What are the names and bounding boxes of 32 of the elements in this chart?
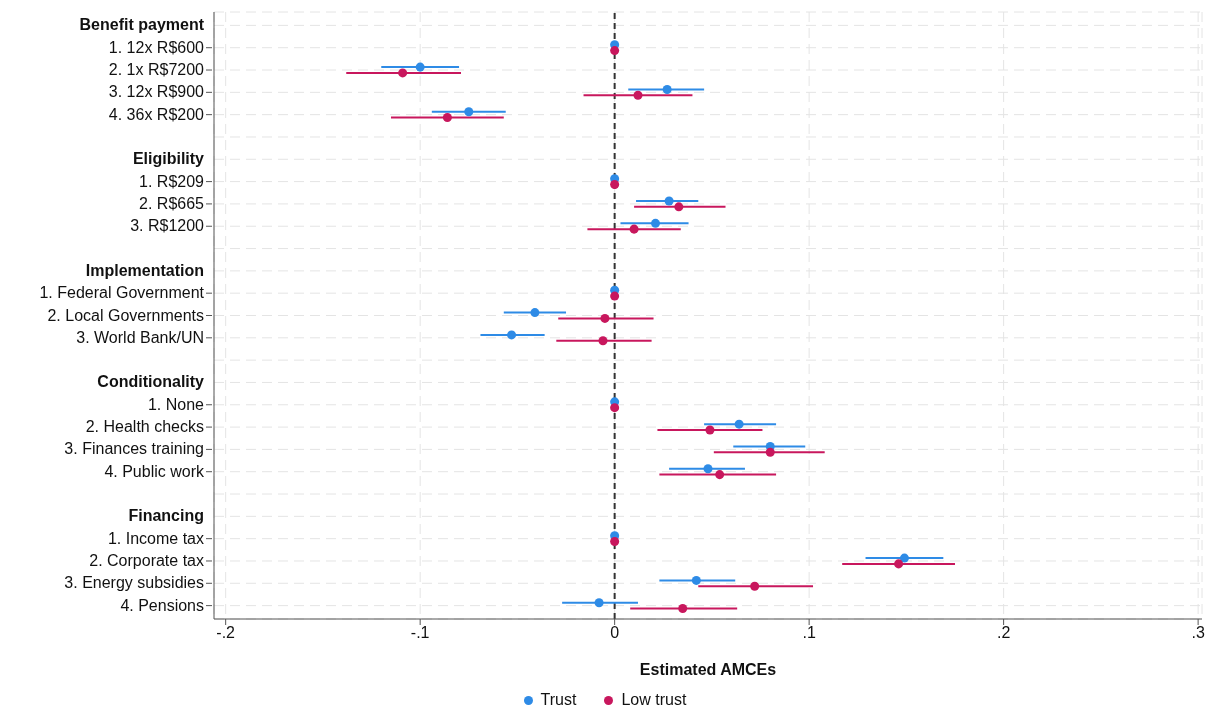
y-tick-label: Eligibility [132, 150, 205, 168]
x-tick-label: .1 [802, 624, 816, 642]
x-tick-label: .3 [1191, 624, 1205, 642]
y-tick-label: 1. R$209 [139, 172, 205, 190]
y-tick-label: Financing [128, 507, 204, 525]
y-tick-label: 2. Corporate tax [89, 551, 204, 569]
y-tick-label: 3. 12x R$900 [108, 83, 205, 101]
y-tick-label: 2. R$665 [139, 194, 205, 212]
x-tick-label: 0 [610, 624, 620, 642]
y-tick-label: 3. World Bank/UN [76, 328, 204, 346]
y-tick-label: 1. 12x R$600 [108, 38, 205, 56]
x-tick-label: -.2 [216, 624, 236, 642]
x-tick-label: .2 [996, 624, 1011, 642]
y-tick-label: 4. 36x R$200 [108, 105, 205, 123]
legend-label: Trust [540, 691, 577, 709]
y-tick-label: 1. Income tax [107, 529, 204, 547]
y-tick-label: 3. Finances training [64, 440, 204, 458]
y-tick-label: 1. Federal Government [39, 284, 205, 302]
y-tick-label: 2. 1x R$7200 [108, 61, 205, 79]
y-tick-label: 3. R$1200 [130, 217, 205, 235]
y-tick-label: 3. Energy subsidies [64, 574, 204, 592]
y-tick-label: Implementation [85, 261, 204, 279]
y-tick-label: 2. Local Governments [47, 306, 204, 324]
y-tick-label: 2. Health checks [85, 418, 204, 436]
y-tick-label: 4. Pensions [120, 596, 204, 614]
legend-label: Low trust [621, 691, 687, 709]
y-tick-label: 1. None [147, 395, 205, 413]
x-tick-label: -.1 [410, 624, 430, 642]
y-tick-label: Benefit payment [79, 16, 205, 34]
y-tick-label: 4. Public work [104, 462, 205, 480]
x-axis-title: Estimated AMCEs [639, 661, 777, 678]
y-tick-label: Conditionality [97, 373, 205, 391]
